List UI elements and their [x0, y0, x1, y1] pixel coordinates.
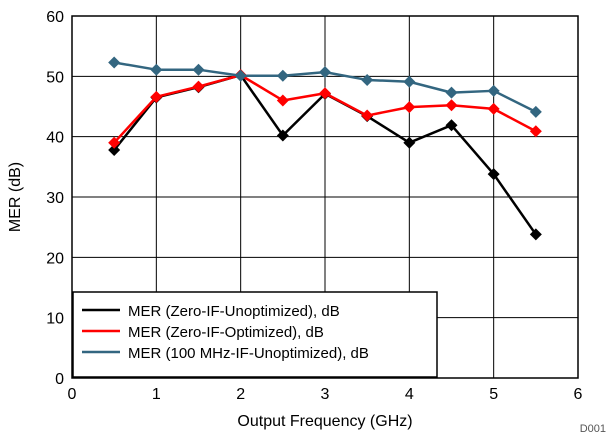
x-tick-label: 5 — [489, 386, 498, 403]
data-point-marker — [276, 129, 289, 142]
x-tick-label: 0 — [68, 386, 77, 403]
data-point-marker — [487, 168, 500, 181]
x-tick-label: 6 — [574, 386, 583, 403]
y-tick-label: 30 — [46, 190, 64, 207]
data-point-marker — [361, 109, 374, 122]
legend-item: MER (100 MHz-IF-Unoptimized), dB — [82, 345, 369, 362]
legend-item: MER (Zero-IF-Unoptimized), dB — [82, 303, 340, 320]
data-point-marker — [108, 136, 121, 149]
data-point-marker — [529, 125, 542, 138]
x-tick-label: 3 — [321, 386, 330, 403]
figure-id-annotation: D001 — [580, 423, 606, 435]
data-point-marker — [487, 102, 500, 115]
data-point-marker — [108, 143, 121, 156]
data-point-marker — [192, 80, 205, 93]
series-3 — [108, 56, 542, 118]
x-tick-label: 2 — [236, 386, 245, 403]
legend-box — [72, 291, 438, 378]
data-point-marker — [361, 73, 374, 86]
data-point-marker — [234, 69, 247, 82]
y-tick-label: 50 — [46, 69, 64, 86]
y-tick-label: 40 — [46, 130, 64, 147]
data-point-marker — [150, 90, 163, 103]
plot-frame — [71, 15, 579, 379]
data-point-marker — [529, 105, 542, 118]
data-point-marker — [487, 84, 500, 97]
y-tick-label: 10 — [46, 311, 64, 328]
data-point-marker — [445, 99, 458, 112]
data-point-marker — [445, 119, 458, 132]
y-tick-label: 60 — [46, 9, 64, 26]
legend-label: MER (Zero-IF-Optimized), dB — [128, 324, 324, 341]
series-2 — [108, 69, 542, 149]
data-point-marker — [150, 63, 163, 76]
data-point-marker — [403, 101, 416, 114]
data-point-marker — [192, 63, 205, 76]
data-point-marker — [319, 66, 331, 79]
data-point-marker — [403, 75, 416, 88]
legend-label: MER (Zero-IF-Unoptimized), dB — [128, 303, 340, 320]
data-point-marker — [403, 136, 416, 149]
legend-item: MER (Zero-IF-Optimized), dB — [82, 324, 324, 341]
x-tick-label: 4 — [405, 386, 414, 403]
data-point-marker — [276, 69, 289, 82]
y-tick-label: 20 — [46, 250, 64, 267]
x-axis-label: Output Frequency (GHz) — [237, 413, 412, 430]
x-tick-label: 1 — [152, 386, 161, 403]
series-layer — [108, 56, 542, 241]
data-point-marker — [529, 228, 542, 241]
data-point-marker — [445, 86, 458, 99]
legend: MER (Zero-IF-Unoptimized), dB MER (Zero-I… — [72, 291, 438, 378]
y-axis-label: MER (dB) — [7, 162, 24, 232]
data-point-marker — [276, 94, 289, 107]
y-tick-label: 0 — [55, 371, 64, 388]
data-point-marker — [108, 56, 121, 69]
data-point-marker — [319, 87, 331, 100]
legend-label: MER (100 MHz-IF-Unoptimized), dB — [128, 345, 369, 362]
